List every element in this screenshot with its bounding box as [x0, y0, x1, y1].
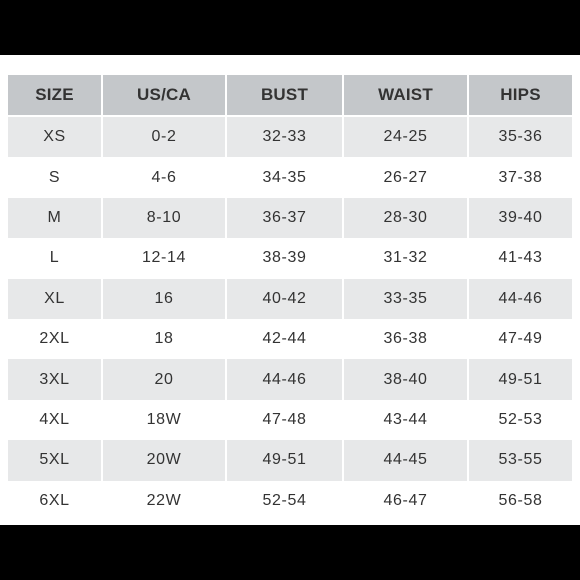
cell-waist: 44-45 [343, 440, 469, 481]
table-body: XS 0-2 32-33 24-25 35-36 S 4-6 34-35 26-… [8, 116, 572, 521]
cell-hips: 49-51 [468, 359, 572, 400]
cell-bust: 32-33 [226, 116, 344, 158]
table-header: SIZE US/CA BUST WAIST HIPS [8, 75, 572, 116]
cell-waist: 31-32 [343, 238, 469, 279]
cell-hips: 35-36 [468, 116, 572, 158]
cell-bust: 40-42 [226, 278, 344, 319]
cell-us-ca: 4-6 [102, 157, 227, 198]
table-row: S 4-6 34-35 26-27 37-38 [8, 157, 572, 198]
table-row: XS 0-2 32-33 24-25 35-36 [8, 116, 572, 158]
cell-size: S [8, 157, 103, 198]
cell-hips: 53-55 [468, 440, 572, 481]
cell-hips: 44-46 [468, 278, 572, 319]
header-hips: HIPS [468, 75, 572, 116]
table-row: 2XL 18 42-44 36-38 47-49 [8, 318, 572, 360]
cell-waist: 24-25 [343, 116, 469, 158]
header-waist: WAIST [343, 75, 469, 116]
table-row: 4XL 18W 47-48 43-44 52-53 [8, 399, 572, 441]
cell-hips: 41-43 [468, 238, 572, 279]
cell-waist: 26-27 [343, 157, 469, 198]
cell-size: XL [8, 278, 103, 319]
header-bust: BUST [226, 75, 344, 116]
cell-waist: 46-47 [343, 480, 469, 521]
cell-size: 2XL [8, 318, 103, 360]
cell-bust: 36-37 [226, 197, 344, 239]
cell-hips: 47-49 [468, 318, 572, 360]
cell-bust: 47-48 [226, 399, 344, 441]
cell-waist: 36-38 [343, 318, 469, 360]
cell-bust: 34-35 [226, 157, 344, 198]
table-row: 5XL 20W 49-51 44-45 53-55 [8, 440, 572, 481]
cell-bust: 42-44 [226, 318, 344, 360]
cell-hips: 56-58 [468, 480, 572, 521]
header-us-ca: US/CA [102, 75, 227, 116]
cell-bust: 52-54 [226, 480, 344, 521]
cell-size: L [8, 238, 103, 279]
table-row: 3XL 20 44-46 38-40 49-51 [8, 359, 572, 400]
cell-bust: 38-39 [226, 238, 344, 279]
cell-us-ca: 18W [102, 399, 227, 441]
cell-us-ca: 0-2 [102, 116, 227, 158]
cell-size: 4XL [8, 399, 103, 441]
cell-us-ca: 20W [102, 440, 227, 481]
cell-size: 3XL [8, 359, 103, 400]
size-chart-table: SIZE US/CA BUST WAIST HIPS XS 0-2 32-33 … [8, 75, 572, 521]
cell-size: 5XL [8, 440, 103, 481]
cell-size: 6XL [8, 480, 103, 521]
cell-us-ca: 8-10 [102, 197, 227, 239]
cell-us-ca: 16 [102, 278, 227, 319]
cell-bust: 49-51 [226, 440, 344, 481]
cell-us-ca: 20 [102, 359, 227, 400]
cell-bust: 44-46 [226, 359, 344, 400]
table-row: M 8-10 36-37 28-30 39-40 [8, 197, 572, 239]
cell-hips: 52-53 [468, 399, 572, 441]
header-size: SIZE [8, 75, 103, 116]
cell-hips: 37-38 [468, 157, 572, 198]
cell-size: M [8, 197, 103, 239]
cell-waist: 28-30 [343, 197, 469, 239]
table-row: L 12-14 38-39 31-32 41-43 [8, 238, 572, 279]
table-row: XL 16 40-42 33-35 44-46 [8, 278, 572, 319]
cell-us-ca: 22W [102, 480, 227, 521]
cell-waist: 33-35 [343, 278, 469, 319]
header-row: SIZE US/CA BUST WAIST HIPS [8, 75, 572, 116]
cell-waist: 43-44 [343, 399, 469, 441]
cell-hips: 39-40 [468, 197, 572, 239]
cell-waist: 38-40 [343, 359, 469, 400]
cell-us-ca: 12-14 [102, 238, 227, 279]
size-chart-panel: SIZE US/CA BUST WAIST HIPS XS 0-2 32-33 … [0, 55, 580, 525]
cell-size: XS [8, 116, 103, 158]
table-row: 6XL 22W 52-54 46-47 56-58 [8, 480, 572, 521]
cell-us-ca: 18 [102, 318, 227, 360]
